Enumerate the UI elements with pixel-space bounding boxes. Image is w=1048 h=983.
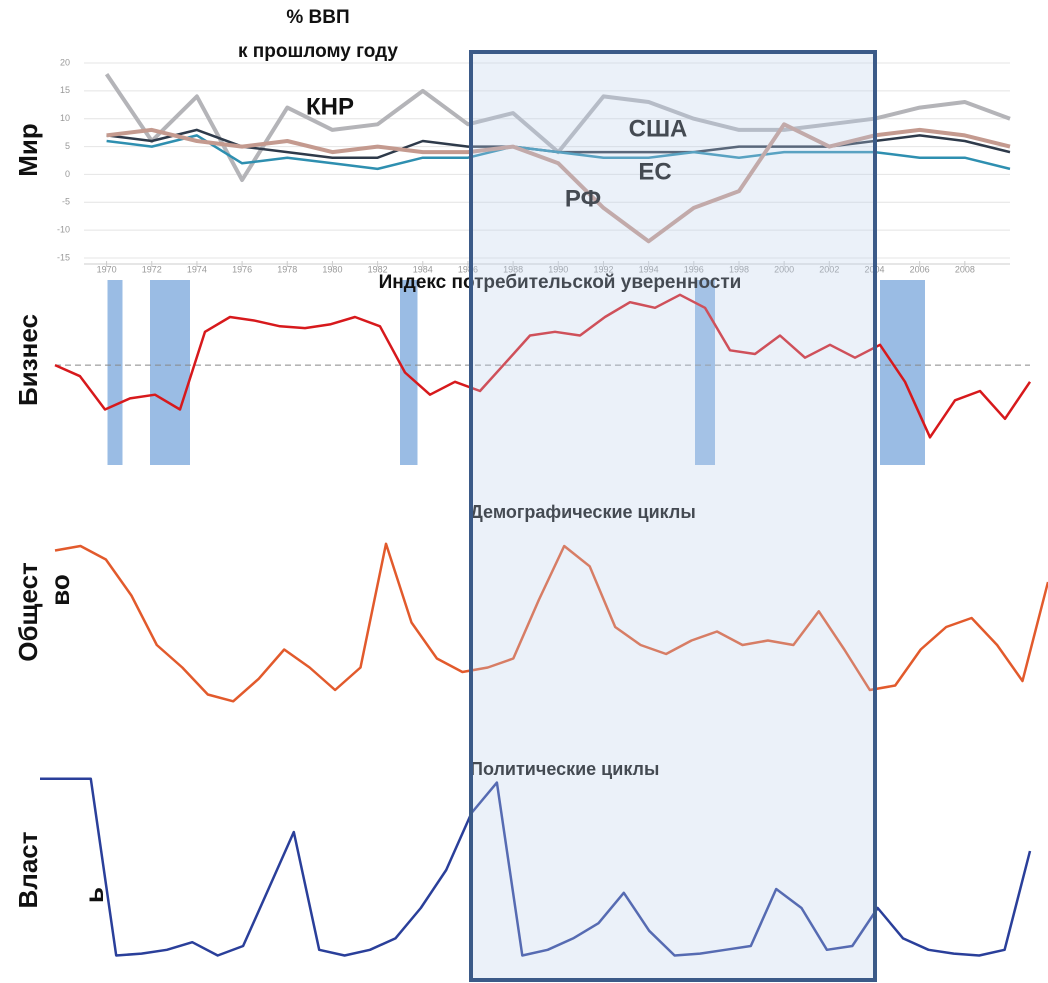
- x-tick-label: 2008: [955, 264, 975, 274]
- recession-band: [695, 280, 715, 465]
- y-tick-label: 5: [65, 141, 70, 151]
- recession-band: [880, 280, 925, 465]
- row-label: Общест: [13, 562, 43, 662]
- x-tick-label: 1996: [684, 264, 704, 274]
- series-line: [106, 134, 1011, 171]
- recession-band: [150, 280, 190, 465]
- series-line: [54, 293, 1032, 439]
- x-tick-label: 2006: [910, 264, 930, 274]
- y-tick-label: -5: [62, 197, 70, 207]
- x-tick-label: 1976: [232, 264, 252, 274]
- x-tick-label: 1998: [729, 264, 749, 274]
- series-label: РФ: [565, 185, 601, 212]
- y-tick-label: 0: [65, 169, 70, 179]
- x-tick-label: 1984: [413, 264, 433, 274]
- x-tick-label: 1986: [458, 264, 478, 274]
- y-tick-label: -15: [57, 252, 70, 262]
- series-label: КНР: [306, 93, 354, 120]
- x-tick-label: 1992: [593, 264, 613, 274]
- y-tick-label: 15: [60, 85, 70, 95]
- panel-title: Демографические циклы: [470, 502, 696, 522]
- x-tick-label: 2002: [819, 264, 839, 274]
- row-label: Власт: [13, 831, 43, 908]
- x-tick-label: 1974: [187, 264, 207, 274]
- x-tick-label: 1972: [142, 264, 162, 274]
- series-line: [40, 777, 1032, 957]
- row-label: Мир: [13, 123, 43, 177]
- row-label: ь: [79, 887, 109, 903]
- y-tick-label: 20: [60, 57, 70, 67]
- row-label: Бизнес: [13, 314, 43, 406]
- highlight-frame: [469, 50, 877, 982]
- series-line: [106, 122, 1011, 244]
- x-tick-label: 1978: [277, 264, 297, 274]
- panel-title: Политические циклы: [470, 759, 659, 779]
- panel-subtitle: % ВВП: [286, 7, 349, 28]
- panel-subtitle: к прошлому году: [238, 41, 398, 62]
- x-tick-label: 1980: [322, 264, 342, 274]
- y-tick-label: -10: [57, 225, 70, 235]
- recession-band: [107, 280, 123, 465]
- y-tick-label: 10: [60, 113, 70, 123]
- x-tick-label: 1988: [503, 264, 523, 274]
- x-tick-label: 1982: [368, 264, 388, 274]
- x-tick-label: 1970: [97, 264, 117, 274]
- series-label: ЕС: [638, 158, 671, 185]
- x-tick-label: 2000: [774, 264, 794, 274]
- series-line: [54, 542, 1048, 703]
- x-tick-label: 1994: [639, 264, 659, 274]
- series-label: США: [629, 115, 688, 142]
- recession-band: [400, 280, 418, 465]
- x-tick-label: 1990: [548, 264, 568, 274]
- row-label: во: [45, 574, 75, 606]
